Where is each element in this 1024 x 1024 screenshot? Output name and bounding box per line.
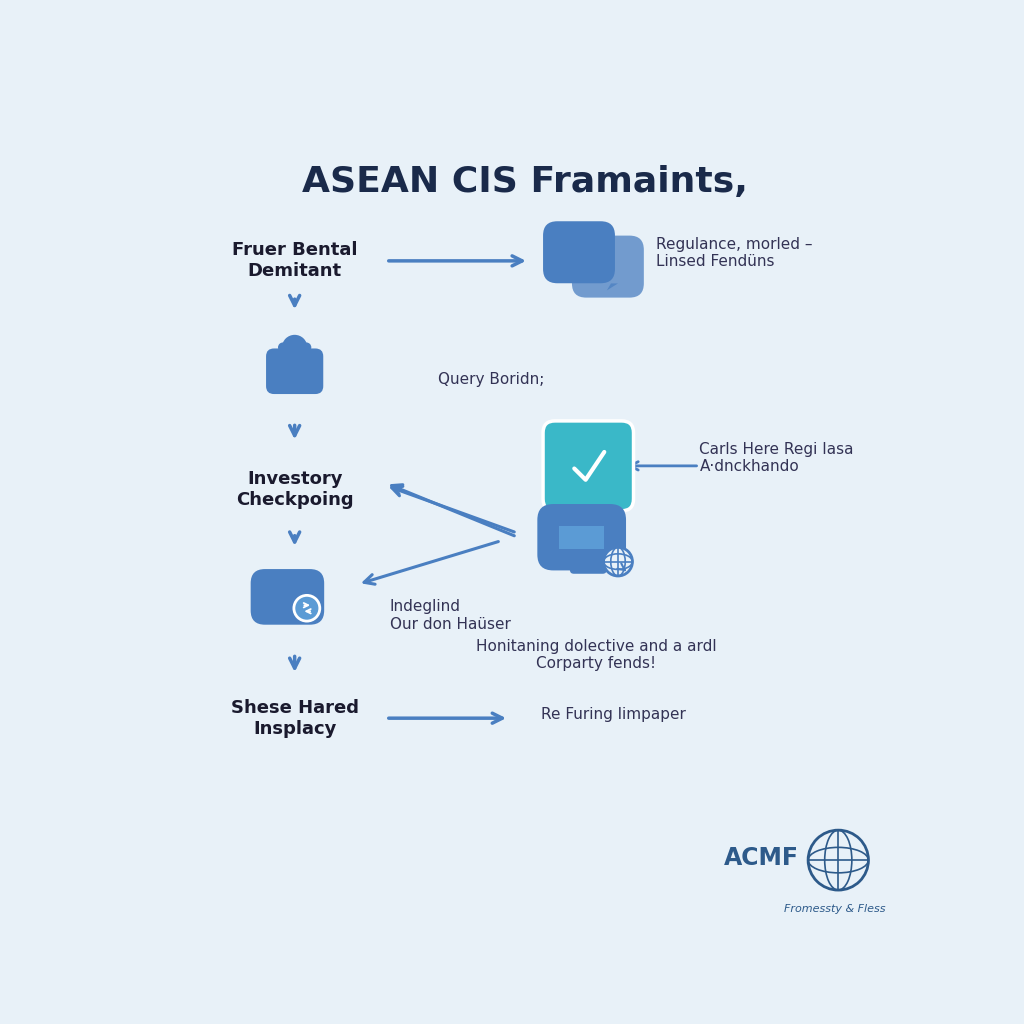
FancyBboxPatch shape (559, 525, 604, 549)
Circle shape (278, 342, 288, 352)
Polygon shape (607, 284, 618, 291)
FancyBboxPatch shape (572, 236, 644, 298)
FancyBboxPatch shape (543, 221, 615, 284)
Text: Query Boridn;: Query Boridn; (437, 372, 544, 387)
Circle shape (282, 335, 307, 360)
Text: Fromessty & Fless: Fromessty & Fless (783, 904, 885, 914)
Circle shape (603, 547, 633, 575)
Polygon shape (565, 269, 580, 279)
Text: Shese Hared
Insplacy: Shese Hared Insplacy (230, 698, 358, 737)
Polygon shape (584, 555, 593, 567)
Circle shape (294, 595, 319, 622)
FancyBboxPatch shape (266, 348, 324, 394)
FancyBboxPatch shape (251, 569, 325, 625)
Text: Regulance, morled –
Linsed Fendüns: Regulance, morled – Linsed Fendüns (655, 237, 812, 269)
Polygon shape (274, 610, 290, 620)
Text: Re Furing limpaper: Re Furing limpaper (541, 707, 685, 722)
Text: ACMF: ACMF (724, 846, 799, 869)
Circle shape (301, 342, 311, 352)
FancyBboxPatch shape (570, 562, 606, 573)
Text: ASEAN CIS Framaints,: ASEAN CIS Framaints, (302, 165, 748, 199)
Text: Indeglind
Our don Haüser: Indeglind Our don Haüser (390, 599, 511, 632)
Text: Investory
Checkpoing: Investory Checkpoing (236, 470, 353, 509)
Text: Fruer Bental
Demitant: Fruer Bental Demitant (231, 242, 357, 281)
Text: Carls Here Regi Iasa
A·dnckhando: Carls Here Regi Iasa A·dnckhando (699, 441, 854, 474)
FancyBboxPatch shape (543, 421, 634, 511)
Text: Honitaning dolective and a ardl
Corparty fends!: Honitaning dolective and a ardl Corparty… (476, 639, 717, 672)
FancyBboxPatch shape (538, 504, 626, 570)
